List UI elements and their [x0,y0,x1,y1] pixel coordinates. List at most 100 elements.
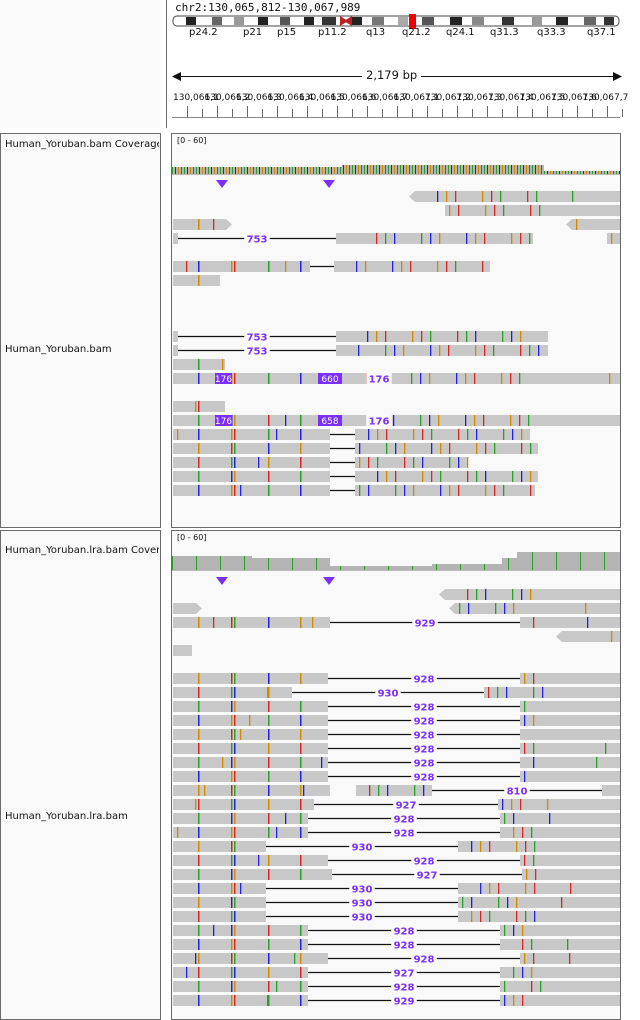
coverage-bar [218,167,219,174]
coverage-bar [576,552,577,570]
coverage-bar [282,167,283,174]
coverage-bar [507,558,508,570]
read-segment [173,757,328,768]
coverage-bar [408,165,409,174]
mismatch [438,415,440,426]
coverage-bar [194,556,195,570]
mismatch [429,415,431,426]
bam-coverage-track-name[interactable]: Human_Yoruban.bam Coverage [5,139,159,150]
coverage-mismatch [244,556,245,570]
coverage-mismatch [514,165,515,174]
coverage-bar [584,171,585,174]
mismatch [605,743,607,754]
mismatch [234,729,236,740]
coverage-bar [443,165,444,174]
coverage-bar [518,165,519,174]
coverage-bar [182,167,183,174]
coverage-mismatch [604,552,605,570]
coverage-bar [378,165,379,174]
mismatch [386,443,388,454]
mismatch [533,743,535,754]
lra-track-name-panel[interactable] [0,530,161,1020]
coverage-bar [542,552,543,570]
read-segment [173,715,328,726]
coverage-bar [577,552,578,570]
coverage-bar [254,167,255,174]
deletion-label-bg [393,798,419,811]
coverage-bar [418,566,419,570]
coverage-bar [542,165,543,174]
coverage-bar [234,167,235,174]
read-arrow-icon [556,631,562,642]
mismatch [198,883,200,894]
ruler-tick [562,109,563,117]
coverage-bar [317,558,318,570]
coverage-bar [271,558,272,570]
deletion-label-bg [366,372,392,385]
mismatch [368,429,370,440]
ruler-tick-label: 130,066,7 [362,93,408,103]
mismatch [485,205,487,216]
mismatch [439,345,441,356]
mismatch [522,827,524,838]
mismatch [222,757,224,768]
coverage-bar [181,556,182,570]
bam-track-name-panel[interactable] [0,133,161,528]
coverage-bar [373,566,374,570]
coverage-bar [222,167,223,174]
coverage-bar [315,167,316,174]
coverage-mismatch [373,165,374,174]
coverage-bar [240,556,241,570]
mismatch [195,799,197,810]
ruler-tick-label: 130,067,2 [425,93,471,103]
deletion-label-bg [366,414,392,427]
coverage-bar [280,558,281,570]
mismatch [503,429,505,440]
mismatch [268,471,270,482]
cytoband [472,17,484,25]
mismatch [431,471,433,482]
coverage-bar [595,552,596,570]
coverage-bar [600,171,601,174]
coverage-bar [269,167,270,174]
coverage-bar [225,556,226,570]
coverage-bar [456,564,457,570]
coverage-bar [423,566,424,570]
coverage-mismatch [184,167,185,174]
coverage-bar [596,171,597,174]
read-segment [334,261,490,272]
coverage-bar [351,165,352,174]
coverage-bar [386,165,387,174]
lra-track-name[interactable]: Human_Yoruban.lra.bam [5,811,128,822]
coverage-mismatch [229,167,230,174]
mismatch [268,617,270,628]
chromosome-ideogram[interactable] [172,14,622,40]
coverage-bar [264,558,265,570]
ruler-tick-label: 130,067,4 [488,93,534,103]
mismatch [512,589,514,600]
bam-track-name[interactable]: Human_Yoruban.bam [5,344,112,355]
coverage-bar [363,165,364,174]
coverage-mismatch [568,171,569,174]
coverage-bar [380,566,381,570]
coverage-mismatch [301,167,302,174]
read-segment [355,457,468,468]
lra-coverage-track-name[interactable]: Human_Yoruban.lra.bam Coverage [5,545,159,556]
mismatch [368,457,370,468]
coverage-mismatch [451,165,452,174]
deletion-label: 928 [414,759,435,770]
coverage-mismatch [214,167,215,174]
coverage-bar [434,165,435,174]
mismatch [198,743,200,754]
coverage-bar [522,552,523,570]
coverage-bar [574,552,575,570]
coverage-bar [372,165,373,174]
read-segment [336,331,548,342]
deletion-label-bg [391,980,417,993]
coverage-mismatch [361,165,362,174]
coverage-bar [353,566,354,570]
coverage-bar [362,165,363,174]
coverage-bar [407,165,408,174]
